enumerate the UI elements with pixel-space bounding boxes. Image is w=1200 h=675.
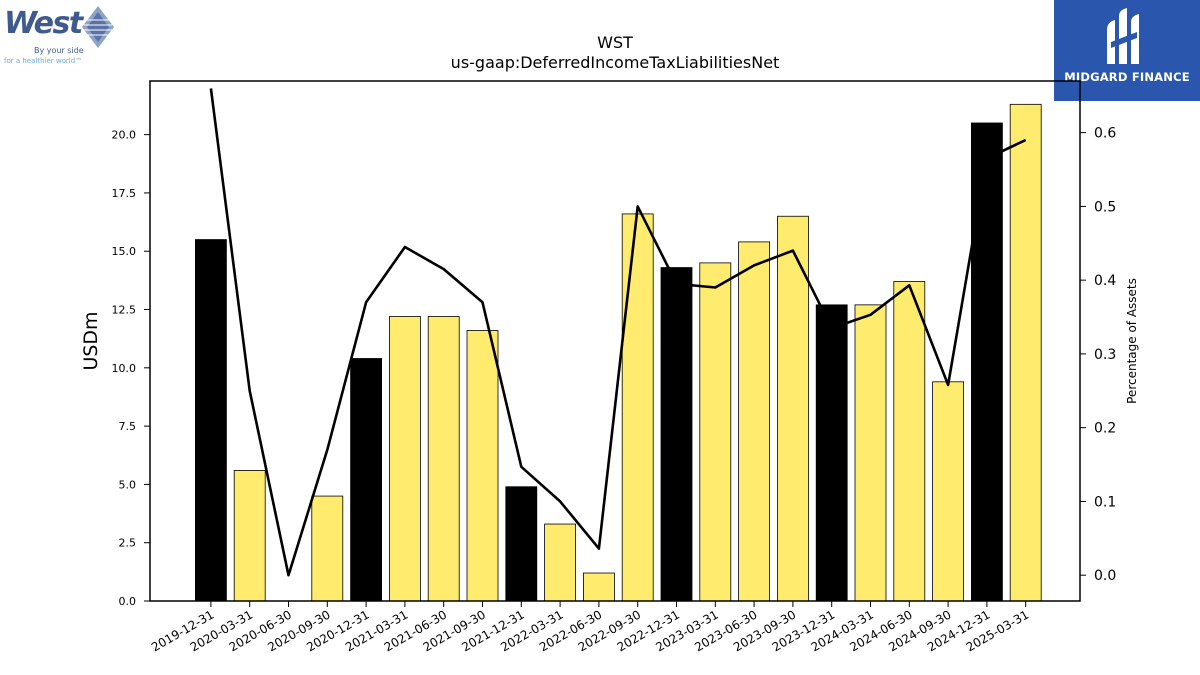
y-tick-label: 17.5	[112, 187, 137, 200]
bar-2021-12-31	[505, 486, 538, 602]
bar-2023-06-30	[738, 241, 770, 602]
bar-2024-09-30	[932, 381, 964, 602]
bar-2022-03-31	[544, 523, 576, 602]
plot-frame	[149, 80, 1081, 602]
y2-axis-label: Percentage of Assets	[1125, 278, 1139, 404]
y2-tick-label: 0.3	[1094, 347, 1116, 363]
bar-2020-09-30	[311, 495, 344, 602]
bar-2019-12-31	[194, 239, 227, 602]
y2-tick-label: 0.5	[1094, 199, 1116, 215]
bar-2020-03-31	[233, 470, 266, 602]
y-tick-label: 7.5	[119, 420, 137, 433]
y2-tick-label: 0.6	[1094, 126, 1116, 142]
bar-2021-03-31	[388, 316, 421, 602]
y2-tick-label: 0.4	[1094, 273, 1116, 289]
y-tick-label: 10.0	[112, 362, 137, 375]
left-axis: 0.0 2.5 5.0 7.5 10.0 12.5 15.0 17.5 20.0	[112, 129, 150, 608]
bar-2023-03-31	[699, 262, 732, 602]
bar-2022-12-31	[660, 267, 693, 602]
y-tick-label: 0.0	[119, 595, 137, 608]
y-tick-label: 20.0	[112, 129, 137, 142]
bar-2022-09-30	[621, 213, 654, 602]
y2-tick-label: 0.1	[1094, 494, 1116, 510]
y-tick-label: 5.0	[119, 478, 137, 491]
chart-subtitle: us-gaap:DeferredIncomeTaxLiabilitiesNet	[451, 53, 780, 72]
bar-2023-12-31	[815, 304, 848, 602]
y-tick-label: 15.0	[112, 245, 137, 258]
bar-2023-09-30	[777, 215, 809, 602]
bar-2025-03-31	[1009, 103, 1042, 602]
right-axis: 0.0 0.1 0.2 0.3 0.4 0.5 0.6	[1080, 126, 1116, 584]
y-axis-label: USDm	[80, 311, 102, 370]
west-tagline-secondary: for a healthier world™	[4, 57, 83, 65]
west-diamond-icon	[82, 6, 114, 48]
bar-2024-12-31	[971, 122, 1003, 602]
y-tick-label: 12.5	[112, 304, 137, 317]
west-logo: West By your side for a healthier world™	[4, 4, 116, 68]
midgard-finance-logo: MIDGARD FINANCE	[1054, 0, 1200, 101]
chart-title: WST	[597, 33, 633, 52]
line-series	[209, 88, 1027, 577]
y2-tick-label: 0.0	[1094, 568, 1116, 584]
bar-2024-03-31	[854, 304, 887, 602]
bar-2024-06-30	[893, 281, 926, 602]
west-tagline: By your side	[34, 46, 84, 55]
bar-2021-09-30	[466, 330, 499, 602]
y-tick-label: 2.5	[119, 537, 137, 550]
midgard-emblem-icon	[1107, 8, 1139, 64]
y2-tick-label: 0.2	[1094, 421, 1116, 437]
bar-2021-06-30	[427, 316, 460, 602]
midgard-logo-text: MIDGARD FINANCE	[1064, 70, 1190, 84]
line-percentage-of-assets	[209, 88, 1027, 577]
x-axis: 2019-12-312020-03-312020-06-302020-09-30…	[149, 601, 1031, 654]
west-logo-word: West	[4, 6, 83, 41]
bar-group	[194, 103, 1042, 602]
bar-2022-06-30	[583, 572, 615, 602]
bar-2020-12-31	[350, 358, 383, 602]
